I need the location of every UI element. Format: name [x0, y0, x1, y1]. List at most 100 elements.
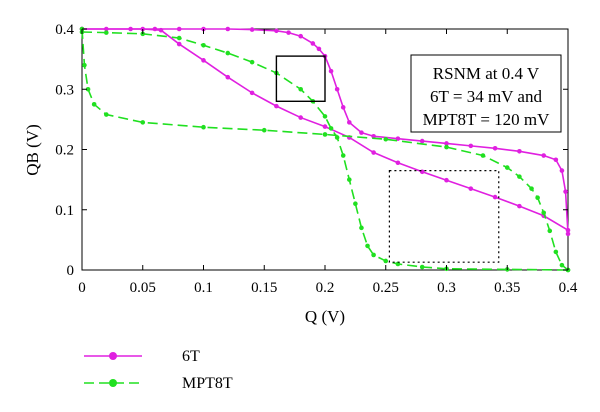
data-point-6t	[371, 133, 376, 139]
y-tick-label: 0.3	[55, 82, 74, 98]
data-point-mpt8t	[249, 59, 255, 65]
data-point-6t	[274, 103, 279, 109]
data-point-6t	[201, 58, 206, 63]
legend: 6T MPT8T	[84, 348, 233, 392]
data-point-mpt8t	[334, 135, 340, 140]
x-axis-label: Q (V)	[305, 307, 345, 326]
data-point-6t	[517, 149, 522, 154]
data-point-mpt8t	[322, 114, 328, 119]
y-tick-label: 0.2	[55, 143, 74, 159]
data-point-mpt8t	[85, 86, 91, 92]
data-point-6t	[316, 46, 322, 52]
data-point-mpt8t	[395, 261, 401, 267]
data-point-6t	[444, 177, 449, 183]
data-point-6t	[225, 74, 231, 80]
data-point-6t	[517, 203, 522, 209]
data-point-mpt8t	[371, 252, 376, 258]
data-point-mpt8t	[328, 126, 334, 131]
x-tick-label: 0.15	[251, 280, 277, 296]
data-point-6t	[298, 33, 304, 39]
data-point-6t	[286, 30, 291, 35]
data-point-6t	[395, 160, 401, 166]
annotation-box	[410, 54, 562, 133]
data-point-6t	[310, 41, 316, 46]
data-point-6t	[565, 227, 571, 233]
series-line-mpt8t-curve-2	[81, 28, 569, 271]
data-point-mpt8t	[340, 153, 346, 158]
data-point-6t	[334, 86, 340, 92]
data-point-6t	[553, 157, 559, 163]
data-point-6t	[559, 168, 565, 173]
x-tick-label: 0.35	[494, 280, 520, 296]
data-point-mpt8t	[553, 249, 559, 255]
x-tick-label: 0.05	[130, 280, 156, 296]
data-point-mpt8t	[517, 174, 522, 179]
data-point-mpt8t	[140, 120, 146, 125]
data-point-6t	[468, 143, 474, 149]
x-tick-label: 0.2	[316, 280, 335, 296]
data-point-6t	[225, 26, 231, 32]
data-point-mpt8t	[541, 210, 546, 216]
legend-marker-mpt8t	[109, 379, 117, 387]
data-point-6t	[322, 124, 328, 129]
annotation-line-1: RSNM at 0.4 V	[433, 64, 540, 83]
data-point-mpt8t	[359, 225, 364, 231]
x-tick-label: 0.1	[194, 280, 213, 296]
data-point-mpt8t	[365, 243, 370, 249]
data-point-6t	[176, 26, 182, 32]
data-point-mpt8t	[444, 144, 449, 150]
snm-boxes	[275, 55, 500, 263]
data-point-6t	[444, 141, 449, 146]
data-point-mpt8t	[383, 136, 389, 142]
data-point-6t	[565, 231, 571, 237]
data-point-mpt8t	[91, 102, 97, 107]
data-point-mpt8t	[82, 62, 87, 68]
data-point-6t	[563, 189, 568, 194]
data-point-6t	[492, 194, 498, 200]
data-point-6t	[419, 138, 425, 144]
data-point-mpt8t	[419, 264, 425, 270]
legend-marker-6t	[109, 352, 117, 360]
data-point-mpt8t	[547, 228, 553, 234]
data-point-mpt8t	[353, 201, 358, 207]
legend-label-mpt8t: MPT8T	[182, 375, 233, 392]
data-point-6t	[359, 130, 364, 135]
y-tick-label: 0.4	[55, 22, 74, 38]
annotation-line-2: 6T = 34 mV and	[430, 87, 542, 106]
data-point-6t	[395, 136, 401, 141]
data-point-6t	[274, 28, 279, 34]
data-point-6t	[298, 115, 304, 120]
x-tick-label: 0.4	[559, 280, 578, 296]
snm-square-mpt8t	[388, 169, 500, 263]
axis-ticks: 0 0.05 0.1 0.15 0.2 0.25 0.3 0.35 0.4 0 0.1 0.2 0.3 0…	[55, 22, 578, 296]
data-point-6t	[541, 153, 546, 158]
annotation-line-3: MPT8T = 120 mV	[423, 110, 551, 129]
data-point-mpt8t	[176, 35, 182, 41]
x-tick-label: 0	[78, 280, 86, 296]
y-tick-label: 0.1	[55, 203, 74, 219]
data-point-mpt8t	[480, 153, 486, 158]
series-line-6t-curve-2	[82, 28, 569, 231]
legend-label-6t: 6T	[182, 348, 200, 365]
data-point-mpt8t	[201, 124, 206, 130]
data-point-6t	[249, 90, 255, 96]
data-point-mpt8t	[261, 127, 267, 133]
data-point-mpt8t	[504, 165, 510, 170]
data-point-6t	[249, 27, 255, 32]
data-point-6t	[347, 120, 352, 125]
data-point-mpt8t	[225, 50, 231, 56]
data-point-mpt8t	[104, 112, 109, 117]
x-tick-label: 0.25	[373, 280, 399, 296]
data-point-mpt8t	[535, 195, 540, 200]
data-point-6t	[176, 41, 182, 47]
data-point-mpt8t	[529, 186, 534, 191]
y-tick-label: 0	[67, 263, 75, 279]
data-point-6t	[371, 150, 376, 155]
data-point-6t	[328, 68, 334, 74]
data-point-mpt8t	[559, 262, 565, 268]
data-point-mpt8t	[298, 86, 304, 92]
data-point-mpt8t	[347, 177, 352, 182]
x-tick-label: 0.3	[437, 280, 456, 296]
data-point-6t	[340, 105, 346, 110]
